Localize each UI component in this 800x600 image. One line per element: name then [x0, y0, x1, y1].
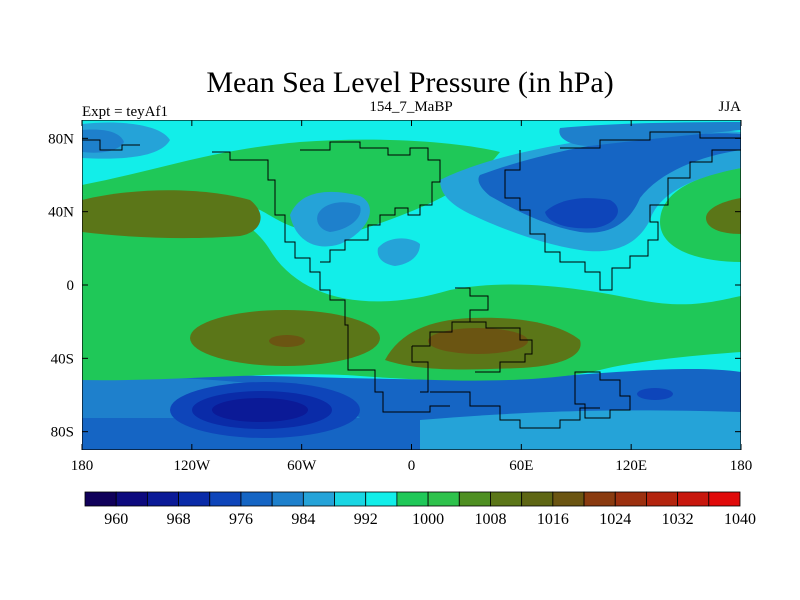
colorbar-label: 1024	[599, 511, 631, 528]
colorbar: 960 968 976 984 992 1000 1008 1016 1024 1032 1040	[84, 491, 756, 528]
colorbar-swatch	[146, 491, 179, 507]
y-tick-label: 40S	[51, 351, 74, 367]
colorbar-swatch	[365, 491, 398, 507]
y-axis: 80N 40N 0 40S 80S	[48, 131, 741, 441]
north-america-low-core	[317, 202, 361, 232]
colorbar-swatch	[458, 491, 491, 507]
colorbar-swatch	[302, 491, 335, 507]
colorbar-label: 992	[354, 511, 378, 528]
north-pacific-high	[82, 190, 261, 239]
colorbar-swatch	[552, 491, 585, 507]
south-indian-high-core	[428, 328, 528, 354]
coastlines	[82, 131, 741, 429]
colorbar-label: 1016	[537, 511, 569, 528]
colorbar-label: 968	[167, 511, 191, 528]
y-tick-label: 80N	[48, 131, 74, 147]
x-axis: 180 120W 60W 0 60E 120E 180	[71, 120, 753, 474]
southern-low-core	[212, 398, 308, 422]
eurasia-low-mid	[478, 133, 741, 233]
colorbar-swatch	[178, 491, 211, 507]
colorbar-label: 976	[229, 511, 253, 528]
y-tick-label: 40N	[48, 205, 74, 221]
colorbar-swatch	[84, 491, 117, 507]
period-label: 154_7_MaBP	[369, 99, 452, 115]
colorbar-swatch	[677, 491, 710, 507]
eurasia-low-deep	[545, 198, 618, 229]
colorbar-swatch	[614, 491, 647, 507]
x-tick-label: 180	[730, 458, 753, 474]
x-tick-label: 60W	[287, 458, 317, 474]
colorbar-swatch	[209, 491, 242, 507]
y-tick-label: 0	[67, 278, 75, 294]
colorbar-swatch	[708, 491, 741, 507]
colorbar-swatch	[271, 491, 304, 507]
colorbar-swatch	[396, 491, 429, 507]
colorbar-swatch	[115, 491, 148, 507]
colorbar-swatch	[427, 491, 460, 507]
colorbar-swatch	[521, 491, 554, 507]
southern-low-small	[637, 388, 673, 400]
y-tick-label: 80S	[51, 425, 74, 441]
x-tick-label: 120E	[615, 458, 647, 474]
colorbar-swatch	[334, 491, 367, 507]
colorbar-label: 984	[291, 511, 315, 528]
pressure-map	[82, 120, 741, 450]
x-tick-label: 120W	[173, 458, 211, 474]
south-pacific-high-core	[269, 335, 305, 347]
colorbar-label: 1000	[412, 511, 444, 528]
colorbar-swatch	[646, 491, 679, 507]
east-pacific-high	[660, 168, 741, 262]
x-tick-label: 180	[71, 458, 94, 474]
colorbar-swatch	[583, 491, 616, 507]
colorbar-label: 1040	[724, 511, 756, 528]
central-low	[377, 238, 420, 266]
colorbar-swatch	[240, 491, 273, 507]
colorbar-label: 1032	[662, 511, 694, 528]
east-pacific-high-core	[706, 198, 741, 234]
colorbar-label: 1008	[474, 511, 506, 528]
experiment-label: Expt = teyAf1	[82, 104, 168, 120]
chart-title: Mean Sea Level Pressure (in hPa)	[206, 66, 613, 99]
x-tick-label: 0	[408, 458, 416, 474]
colorbar-label: 960	[104, 511, 128, 528]
colorbar-swatch	[490, 491, 523, 507]
north-atlantic-low-deep	[82, 129, 124, 153]
season-label: JJA	[718, 99, 741, 115]
x-tick-label: 60E	[509, 458, 533, 474]
